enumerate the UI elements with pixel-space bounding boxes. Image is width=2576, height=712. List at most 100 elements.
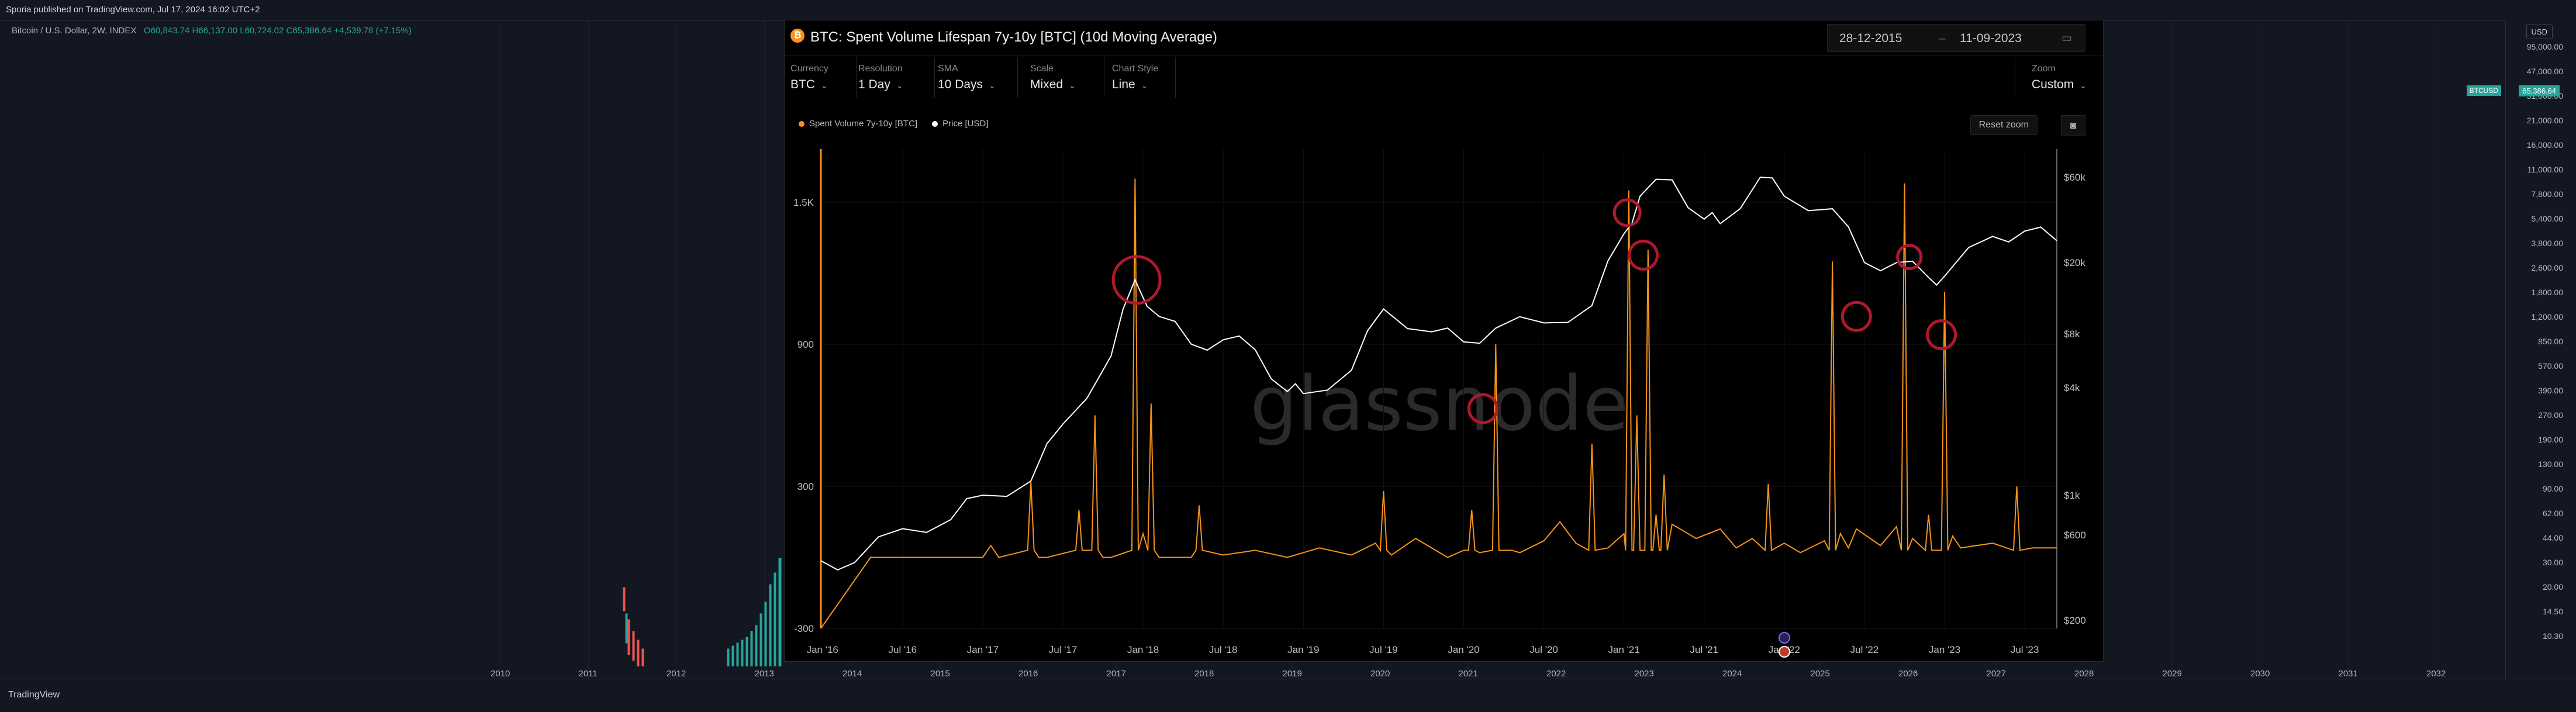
x-axis-tick-label: Jul '23 [2011, 644, 2039, 655]
x-axis-tick-label: Jul '17 [1049, 644, 1078, 655]
right-axis-ticks: $200 $600 $1k $4k $8k $20k $60k [2064, 172, 2086, 626]
price-axis-label: 44.00 [2542, 533, 2563, 542]
candle [641, 648, 644, 666]
left-axis-tick-label: 1.5K [793, 197, 814, 208]
right-axis-tick-label: $20k [2064, 257, 2085, 268]
zoom-control[interactable]: Zoom Custom ⌄ [2032, 64, 2087, 92]
date-to[interactable]: 11-09-2023 [1960, 32, 2022, 45]
time-axis-label: 2012 [667, 669, 686, 679]
sma-control[interactable]: SMA 10 Days ⌄ [938, 64, 996, 92]
price-axis-label: 62.00 [2542, 509, 2563, 518]
legend-dot [932, 121, 938, 127]
price-axis-label: 2,600.00 [2531, 263, 2564, 272]
x-axis-tick-label: Jan '20 [1448, 644, 1479, 655]
date-range-picker[interactable]: 28-12-2015 – 11-09-2023 ▭ [1827, 24, 2085, 52]
chevron-down-icon: ⌄ [821, 81, 828, 90]
chevron-down-icon: ⌄ [896, 81, 903, 90]
price-axis-label: 30.00 [2542, 558, 2563, 567]
event-marker-icon[interactable] [1779, 646, 1790, 658]
chevron-down-icon: ⌄ [1069, 81, 1076, 90]
time-axis-label: 2029 [2162, 669, 2182, 679]
currency-selector[interactable]: USD [2526, 25, 2553, 39]
ohlc-close: C65,386.64 [286, 26, 332, 36]
scale-control[interactable]: Scale Mixed ⌄ [1030, 64, 1076, 92]
glassnode-header: ₿ BTC: Spent Volume Lifespan 7y-10y [BTC… [785, 20, 2103, 56]
currency-control[interactable]: Currency BTC ⌄ [790, 64, 828, 92]
time-axis-label: 2014 [842, 669, 862, 679]
candle [774, 572, 776, 666]
candle [755, 625, 758, 666]
highlight-circle [1111, 255, 1162, 305]
plot-gridlines [821, 149, 2057, 629]
candle [764, 602, 767, 666]
chart-style-value: Line [1112, 78, 1135, 91]
gridline [764, 20, 765, 679]
price-axis-label: 7,800.00 [2531, 189, 2564, 199]
legend-dot [799, 121, 804, 127]
time-axis-label: 2022 [1546, 669, 1566, 679]
chart-style-control[interactable]: Chart Style Line ⌄ [1112, 64, 1158, 92]
price-axis-label: 47,000.00 [2526, 67, 2563, 76]
sma-label: SMA [938, 64, 958, 74]
event-marker-icon[interactable] [1779, 632, 1790, 644]
series-line-price [820, 177, 2057, 571]
time-axis-label: 2021 [1458, 669, 1478, 679]
legend-item-spent-volume[interactable]: Spent Volume 7y-10y [BTC] [799, 119, 917, 129]
time-axis-label: 2031 [2338, 669, 2358, 679]
price-axis[interactable]: 95,000.0047,000.0031,000.0021,000.0016,0… [2505, 20, 2576, 679]
time-axis-label: 2018 [1194, 669, 1214, 679]
price-axis-label: 850.00 [2538, 337, 2563, 346]
watermark: glassnode [1250, 361, 1629, 448]
legend-item-price[interactable]: Price [USD] [932, 119, 988, 129]
candle [741, 640, 744, 666]
currency-value: BTC [790, 78, 815, 91]
candle [778, 558, 782, 666]
highlight-circle [1841, 300, 1872, 332]
scale-label: Scale [1030, 64, 1054, 74]
calendar-icon[interactable]: ▭ [2062, 32, 2072, 44]
time-axis-label: 2015 [930, 669, 950, 679]
symbol-name: Bitcoin / U.S. Dollar, 2W, INDEX [12, 26, 137, 36]
right-axis-tick-label: $600 [2064, 530, 2086, 541]
x-axis-tick-label: Jul '18 [1209, 644, 1238, 655]
highlight-circle [1628, 240, 1659, 271]
reset-zoom-button[interactable]: Reset zoom [1970, 115, 2038, 135]
event-markers[interactable] [1779, 632, 1790, 658]
price-axis-label: 20.00 [2542, 582, 2563, 592]
price-axis-label: 16,000.00 [2526, 140, 2563, 150]
date-from[interactable]: 28-12-2015 [1839, 32, 1902, 45]
x-axis-tick-label: Jan '23 [1929, 644, 1960, 655]
time-axis-label: 2030 [2250, 669, 2270, 679]
resolution-control[interactable]: Resolution 1 Day ⌄ [858, 64, 903, 92]
x-axis-tick-label: Jul '20 [1529, 644, 1558, 655]
left-axis-tick-label: 900 [797, 339, 814, 350]
time-axis-label: 2027 [1986, 669, 2006, 679]
time-axis-label: 2016 [1018, 669, 1038, 679]
price-axis-label: 10.30 [2542, 631, 2563, 641]
tradingview-brand[interactable]: TradingView [8, 690, 60, 700]
series-line-spent-volume [820, 178, 2057, 629]
chart-legend: Spent Volume 7y-10y [BTC] Price [USD] [799, 119, 988, 129]
candle [759, 613, 762, 666]
zoom-value: Custom [2031, 78, 2074, 91]
left-axis-tick-label: -300 [794, 623, 814, 634]
divider [856, 57, 857, 98]
bitcoin-icon: ₿ [790, 29, 804, 43]
highlight-circle [1467, 393, 1498, 424]
price-axis-label: 90.00 [2542, 484, 2563, 493]
divider [934, 57, 935, 98]
publish-bar: Sporia published on TradingView.com, Jul… [0, 0, 2576, 20]
sma-value: 10 Days [938, 78, 983, 91]
candle [769, 584, 772, 666]
x-axis-tick-label: Jul '16 [889, 644, 917, 655]
time-axis-label: 2026 [1898, 669, 1918, 679]
time-axis[interactable]: 2010 2011 2012 2013 2014 2015 2016 2017 2018 2019… [0, 666, 2506, 679]
symbol-legend[interactable]: Bitcoin / U.S. Dollar, 2W, INDEX O60,843… [12, 26, 412, 36]
camera-icon[interactable]: ◙ [2061, 115, 2085, 136]
price-axis-label: 21,000.00 [2526, 116, 2563, 125]
chevron-down-icon: ⌄ [2080, 81, 2087, 90]
x-axis-tick-label: Jul '19 [1369, 644, 1398, 655]
time-axis-label: 2019 [1282, 669, 1302, 679]
candle [750, 631, 753, 666]
time-axis-label: 2032 [2426, 669, 2446, 679]
